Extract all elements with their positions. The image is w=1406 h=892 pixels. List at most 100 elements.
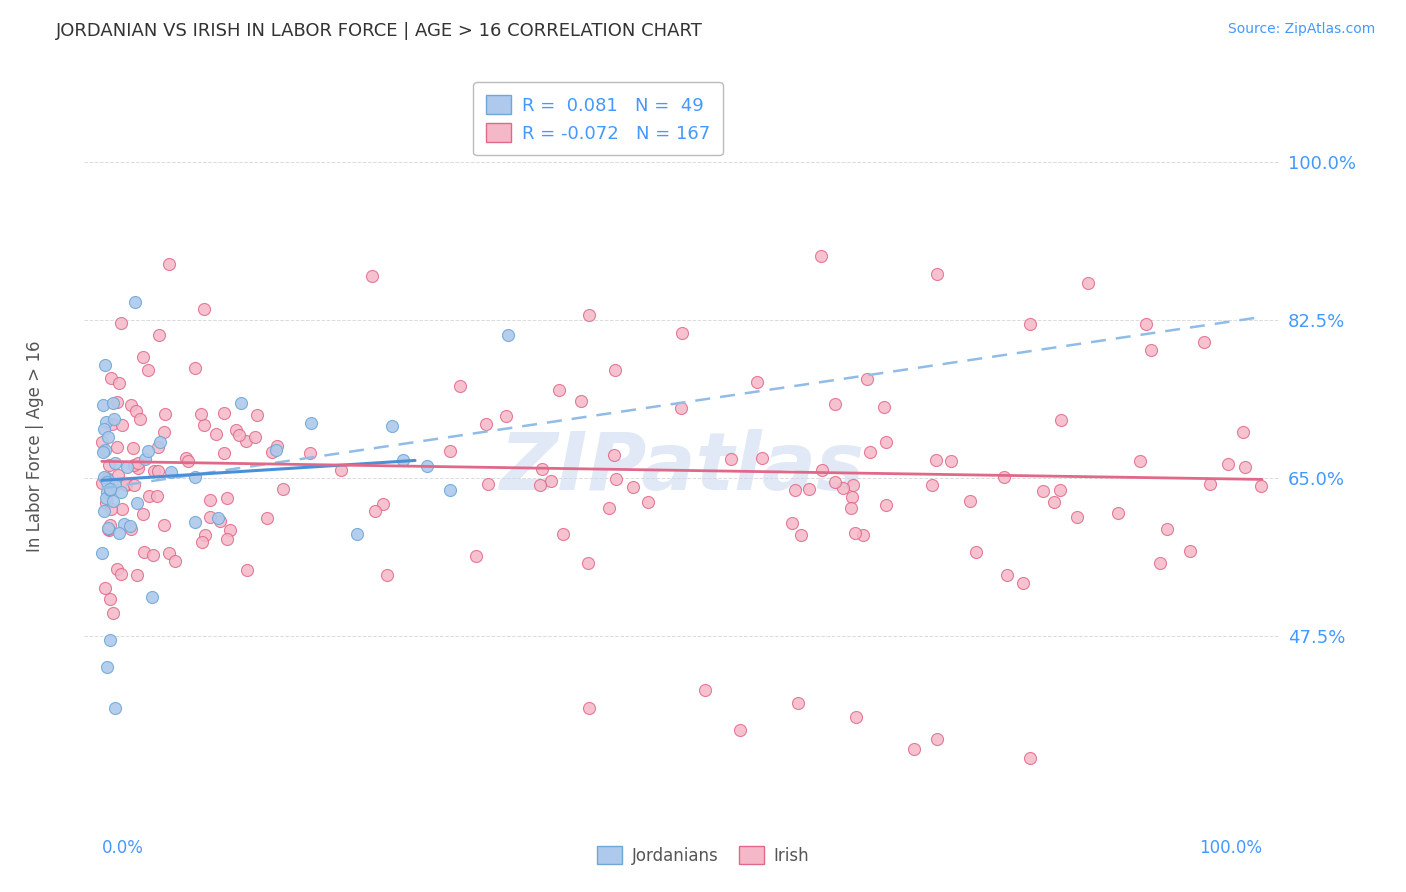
Point	[108, 376, 131, 391]
Point	[439, 483, 461, 497]
Point	[875, 498, 897, 512]
Point	[856, 371, 879, 385]
Point	[839, 501, 862, 516]
Point	[228, 428, 250, 442]
Point	[131, 507, 153, 521]
Point	[127, 456, 149, 470]
Point	[873, 401, 896, 415]
Point	[138, 489, 160, 503]
Point	[148, 327, 170, 342]
Point	[111, 418, 134, 433]
Point	[94, 581, 117, 595]
Point	[104, 456, 127, 470]
Point	[98, 592, 121, 607]
Point	[131, 351, 153, 365]
Point	[842, 477, 865, 491]
Point	[142, 549, 165, 563]
Point	[329, 463, 352, 477]
Point	[124, 294, 146, 309]
Point	[98, 518, 121, 533]
Point	[97, 522, 120, 536]
Point	[174, 450, 197, 465]
Point	[94, 491, 117, 505]
Point	[235, 434, 257, 448]
Point	[100, 501, 122, 516]
Point	[720, 451, 742, 466]
Point	[125, 568, 148, 582]
Point	[91, 445, 114, 459]
Point	[903, 741, 925, 756]
Point	[146, 489, 169, 503]
Point	[97, 430, 120, 444]
Point	[547, 384, 569, 398]
Point	[621, 480, 644, 494]
Point	[183, 470, 205, 484]
Point	[98, 483, 121, 497]
Point	[177, 454, 200, 468]
Point	[875, 435, 897, 450]
Point	[598, 500, 620, 515]
Point	[157, 546, 180, 560]
Point	[120, 522, 142, 536]
Point	[112, 517, 135, 532]
Point	[160, 465, 183, 479]
Text: Source: ZipAtlas.com: Source: ZipAtlas.com	[1227, 22, 1375, 37]
Point	[134, 452, 156, 467]
Point	[132, 545, 155, 559]
Point	[927, 268, 949, 282]
Point	[346, 527, 368, 541]
Legend: R =  0.081   N =  49, R = -0.072   N = 167: R = 0.081 N = 49, R = -0.072 N = 167	[474, 82, 723, 155]
Point	[97, 521, 120, 535]
Point	[122, 478, 145, 492]
Point	[105, 562, 128, 576]
Point	[841, 491, 863, 505]
Point	[152, 518, 174, 533]
Point	[236, 563, 259, 577]
Point	[921, 478, 943, 492]
Point	[439, 444, 461, 458]
Point	[671, 326, 693, 340]
Point	[146, 440, 169, 454]
Point	[299, 416, 322, 430]
Point	[105, 441, 128, 455]
Point	[1218, 457, 1240, 471]
Point	[90, 476, 112, 491]
Point	[148, 464, 170, 478]
Point	[1011, 575, 1033, 590]
Point	[96, 496, 118, 510]
Point	[751, 450, 773, 465]
Point	[101, 493, 124, 508]
Point	[98, 483, 121, 497]
Point	[103, 412, 125, 426]
Point	[859, 445, 882, 459]
Point	[229, 395, 252, 409]
Point	[361, 269, 384, 284]
Point	[136, 363, 159, 377]
Point	[127, 461, 149, 475]
Point	[1049, 413, 1071, 427]
Point	[91, 398, 114, 412]
Point	[299, 446, 322, 460]
Point	[1129, 454, 1152, 468]
Point	[925, 453, 948, 467]
Point	[153, 407, 176, 421]
Text: ZIPatlas: ZIPatlas	[499, 429, 865, 507]
Point	[1066, 510, 1088, 524]
Point	[94, 358, 117, 372]
Point	[1019, 317, 1042, 331]
Point	[165, 554, 187, 568]
Point	[824, 397, 846, 411]
Point	[218, 523, 240, 537]
Point	[101, 477, 124, 491]
Point	[381, 418, 404, 433]
Point	[110, 316, 132, 330]
Point	[97, 523, 120, 537]
Point	[93, 504, 115, 518]
Point	[540, 474, 562, 488]
Point	[371, 497, 394, 511]
Legend: Jordanians, Irish: Jordanians, Irish	[589, 838, 817, 873]
Point	[603, 363, 626, 377]
Point	[1178, 543, 1201, 558]
Point	[939, 454, 962, 468]
Point	[844, 525, 866, 540]
